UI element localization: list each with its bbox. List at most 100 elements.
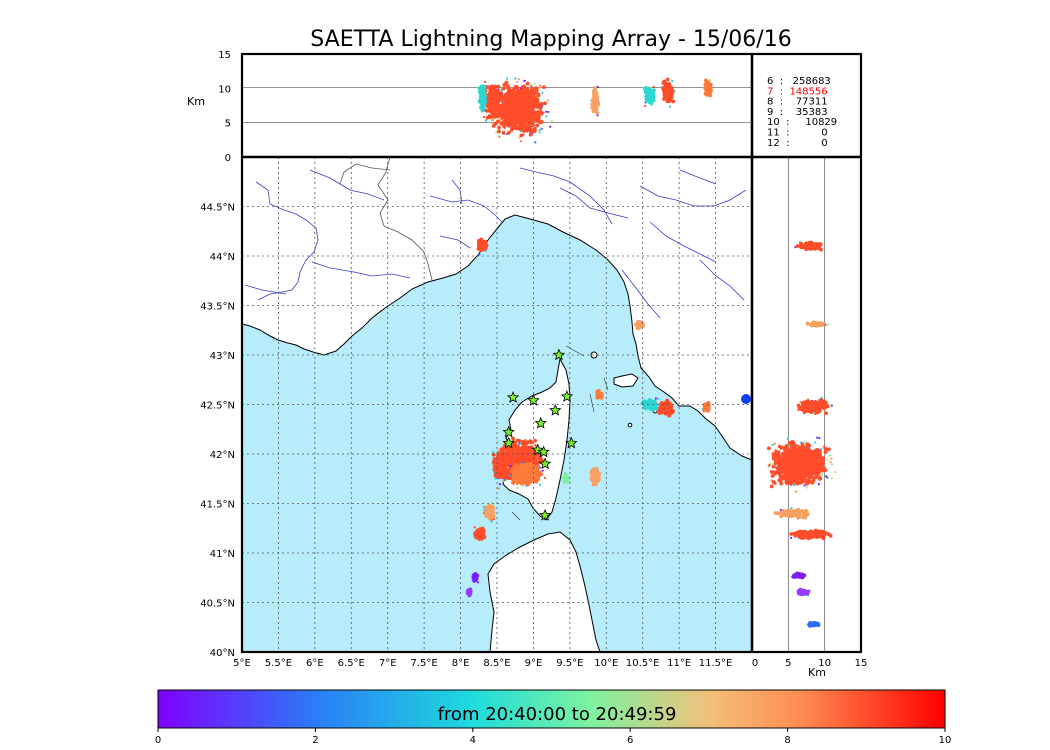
star-icon bbox=[538, 457, 552, 470]
latitude-cluster bbox=[773, 507, 810, 520]
map-ytick-label: 44°N bbox=[210, 252, 235, 263]
altitude-count-row: 9 : 35383 bbox=[767, 107, 828, 118]
map-xtick-label: 6.5°E bbox=[338, 658, 365, 669]
side-xtick-label: 15 bbox=[855, 658, 868, 669]
altitude-cluster bbox=[642, 85, 656, 108]
colorbar-label: from 20:40:00 to 20:49:59 bbox=[438, 704, 677, 725]
map-xtick-label: 5.5°E bbox=[265, 658, 292, 669]
lightning-cluster bbox=[656, 398, 675, 418]
altitude-cluster bbox=[590, 85, 601, 117]
mainland-land bbox=[242, 157, 752, 461]
lightning-cluster bbox=[640, 397, 660, 412]
top-ytick-label: 15 bbox=[218, 50, 231, 61]
map-xtick-label: 10.5°E bbox=[626, 658, 660, 669]
map-xtick-label: 11°E bbox=[667, 658, 691, 669]
sardinia-land bbox=[487, 531, 601, 652]
map-xtick-label: 8.5°E bbox=[483, 658, 510, 669]
elba-island bbox=[613, 373, 639, 388]
lightning-cluster bbox=[701, 400, 711, 413]
latitude-cluster bbox=[789, 528, 833, 541]
map-ytick-label: 42.5°N bbox=[200, 401, 235, 412]
latitude-cluster bbox=[766, 436, 837, 493]
chart-title: SAETTA Lightning Mapping Array - 15/06/1… bbox=[310, 27, 791, 52]
map-xtick-label: 9.5°E bbox=[556, 658, 583, 669]
star-icon bbox=[549, 403, 562, 416]
star-icon bbox=[534, 416, 547, 429]
top-ytick-label: 10 bbox=[218, 84, 231, 95]
lightning-cluster bbox=[473, 526, 487, 541]
altitude-count-row: 12 : 0 bbox=[767, 138, 828, 149]
altitude-count-row: 7 : 148556 bbox=[767, 86, 828, 97]
lightning-cluster bbox=[465, 587, 473, 598]
map-xtick-label: 6°E bbox=[306, 658, 324, 669]
altitude-count-row: 8 : 77311 bbox=[767, 97, 828, 108]
altitude-cluster bbox=[477, 80, 488, 113]
star-icon bbox=[565, 436, 578, 449]
latitude-cluster bbox=[796, 396, 833, 416]
latitude-cluster bbox=[796, 587, 811, 597]
top-ytick-label: 0 bbox=[225, 153, 231, 164]
altitude-count-row: 6 : 258683 bbox=[767, 76, 831, 87]
lightning-map-panel: 5°E 5.5°E 6°E 6.5°E 7°E 7.5°E 8°E 8.5°E 9°E 9.5°E… bbox=[200, 157, 752, 669]
map-xtick-label: 7.5°E bbox=[411, 658, 438, 669]
colorbar-tick-label: 10 bbox=[939, 735, 952, 746]
latitude-cluster bbox=[794, 240, 823, 252]
map-ytick-label: 40.5°N bbox=[200, 599, 235, 610]
altitude-count-row: 11 : 0 bbox=[767, 128, 828, 139]
star-icon bbox=[552, 348, 566, 361]
lightning-cluster bbox=[476, 237, 489, 256]
map-ytick-label: 42°N bbox=[210, 450, 235, 461]
map-xtick-label: 9°E bbox=[525, 658, 543, 669]
colorbar-tick-label: 0 bbox=[155, 735, 161, 746]
map-xtick-label: 8°E bbox=[452, 658, 470, 669]
lightning-cluster bbox=[506, 460, 544, 487]
side-xtick-label: 5 bbox=[785, 658, 791, 669]
lightning-cluster bbox=[562, 472, 571, 484]
map-ytick-label: 43°N bbox=[210, 351, 235, 362]
colorbar-tick-label: 2 bbox=[312, 735, 318, 746]
latitude-altitude-panel: 0 5 10 15 Km bbox=[752, 157, 868, 679]
lightning-cluster bbox=[491, 452, 510, 483]
star-icon bbox=[506, 391, 520, 403]
side-xlabel: Km bbox=[808, 666, 826, 679]
latitude-cluster bbox=[807, 620, 821, 628]
montecristo-island bbox=[627, 422, 633, 428]
altitude-longitude-panel: 0 5 10 15 Km bbox=[187, 50, 752, 164]
map-ytick-label: 40°N bbox=[210, 648, 235, 659]
star-icon bbox=[527, 393, 540, 406]
star-icon bbox=[538, 508, 552, 521]
country-borders bbox=[339, 157, 433, 281]
colorbar: from 20:40:00 to 20:49:59 0 2 4 6 8 10 bbox=[155, 689, 952, 746]
colorbar-tick-label: 4 bbox=[470, 735, 476, 746]
map-xtick-label: 10°E bbox=[594, 658, 618, 669]
altitude-count-row: 10 : 10829 bbox=[767, 117, 837, 128]
lightning-cluster bbox=[634, 319, 646, 331]
side-xtick-label: 10 bbox=[818, 658, 831, 669]
colorbar-tick-label: 8 bbox=[784, 735, 790, 746]
star-icon bbox=[502, 425, 515, 438]
star-icon bbox=[502, 436, 515, 449]
altitude-cluster bbox=[703, 78, 713, 98]
map-ytick-label: 44.5°N bbox=[200, 203, 235, 214]
sea-lines bbox=[511, 345, 609, 521]
top-ytick-label: 5 bbox=[225, 119, 231, 130]
altitude-cluster bbox=[661, 77, 676, 108]
map-ytick-label: 41°N bbox=[210, 549, 235, 560]
map-ytick-label: 43.5°N bbox=[200, 302, 235, 313]
latitude-cluster bbox=[791, 571, 807, 580]
star-icon bbox=[560, 390, 574, 402]
lightning-cluster bbox=[595, 388, 604, 400]
map-xtick-label: 5°E bbox=[233, 658, 251, 669]
map-xtick-label: 11.5°E bbox=[699, 658, 733, 669]
side-xtick-label: 0 bbox=[752, 658, 758, 669]
panel-frames bbox=[240, 52, 863, 654]
top-ylabel: Km bbox=[187, 95, 205, 108]
colorbar-gradient bbox=[157, 689, 946, 729]
lake-trasimeno bbox=[741, 394, 751, 404]
latitude-cluster bbox=[805, 320, 830, 328]
lightning-cluster bbox=[482, 502, 496, 523]
star-icon bbox=[537, 445, 550, 458]
map-ytick-label: 41.5°N bbox=[200, 500, 235, 511]
